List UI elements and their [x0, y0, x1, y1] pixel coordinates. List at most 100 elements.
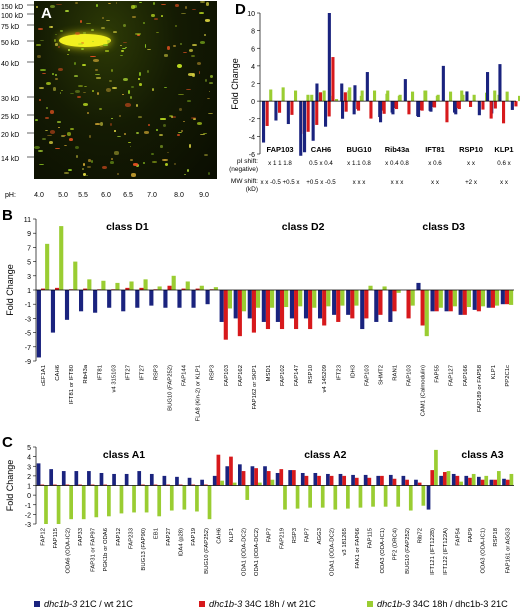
- gel-spot: [178, 131, 182, 134]
- bar: [480, 290, 486, 307]
- bar: [405, 479, 409, 486]
- bar: [69, 289, 74, 290]
- bar: [281, 87, 285, 102]
- ph-prefix: pH:: [5, 192, 16, 199]
- bar: [87, 279, 92, 290]
- gel-spot: [38, 27, 44, 30]
- bar: [119, 485, 124, 514]
- gel-spot: [117, 173, 119, 176]
- gel-spot: [142, 21, 146, 25]
- bar: [124, 473, 129, 486]
- bar: [315, 101, 319, 125]
- bar: [514, 101, 518, 107]
- bar: [153, 289, 158, 290]
- gel-spot: [64, 145, 68, 147]
- category-label: IFT23: [336, 364, 342, 380]
- bar: [406, 290, 411, 319]
- gel-spot: [102, 165, 108, 169]
- category-label: MSD1: [266, 365, 272, 381]
- ytick-label: -3: [25, 316, 31, 323]
- bar: [376, 475, 381, 486]
- gel-spot: [37, 149, 43, 152]
- gel-spot: [187, 100, 192, 102]
- bar: [175, 476, 179, 486]
- gel-spot: [39, 87, 44, 90]
- bar: [304, 475, 309, 486]
- ytick-label: 11: [24, 217, 31, 224]
- gel-spot: [67, 168, 73, 172]
- ph-label: 7.0: [147, 192, 157, 199]
- gel-spot: [142, 161, 145, 165]
- panel-b-chart: B Fold Change -9 -7 -5 -3 -1 1 3 5 7 9 11 cEF1A1 CAH6 I…: [2, 207, 514, 421]
- category-label: IDA4 (p28): [179, 528, 185, 557]
- bar: [371, 485, 375, 507]
- gel-spot: [179, 43, 182, 45]
- bar: [486, 72, 490, 102]
- panel-ylabel: Fold Change: [5, 264, 15, 316]
- bar: [93, 290, 98, 313]
- gel-spot: [67, 53, 69, 56]
- bar: [79, 290, 84, 312]
- panel-c-chart: C Fold Change -3 -2 -1 0 1 2 3 4 5 FAP12 FAP115 ODA6 …: [2, 434, 514, 576]
- category-label: FAP161 or AGG3: [506, 527, 512, 573]
- gel-spot: [34, 146, 40, 150]
- bar: [429, 101, 433, 112]
- bar: [199, 285, 204, 290]
- bar: [225, 466, 230, 486]
- gel-spot: [97, 91, 100, 95]
- gel-spot: [129, 145, 132, 147]
- gel-spot: [153, 1, 156, 5]
- bar: [451, 473, 456, 486]
- bar: [207, 485, 212, 520]
- gel-spot: [107, 40, 111, 43]
- bar: [115, 282, 120, 290]
- bar: [167, 285, 172, 290]
- ytick-label: -1: [25, 302, 31, 309]
- category-label: CAH6: [55, 364, 61, 380]
- bar: [407, 101, 411, 115]
- gel-spot: [183, 51, 188, 54]
- bar: [78, 484, 82, 486]
- bar: [338, 473, 343, 486]
- bar: [472, 290, 477, 310]
- bar: [319, 92, 323, 102]
- gel-spot: [110, 117, 113, 120]
- bar: [238, 464, 242, 486]
- bar: [504, 290, 510, 305]
- bar: [434, 290, 439, 312]
- gel-spot: [82, 173, 87, 176]
- ytick-label: 0: [27, 493, 31, 500]
- gel-spot: [58, 45, 61, 49]
- bar: [434, 449, 438, 486]
- gel-spot: [196, 121, 203, 125]
- gel-spot: [52, 72, 55, 75]
- category-label: BUG10 (FAP252): [168, 365, 174, 411]
- legend: dhc1b-3 21C / wt 21C dhc1b-3 34C 18h / wt…: [34, 599, 508, 609]
- bar: [455, 475, 460, 486]
- bar: [509, 473, 514, 486]
- gel-spot: [143, 131, 150, 134]
- ytick-label: 6: [251, 46, 255, 53]
- ytick-label: -4: [249, 134, 255, 141]
- bar: [178, 484, 183, 486]
- gel-spot: [86, 112, 90, 115]
- gel-spot: [181, 130, 184, 133]
- gel-spot: [48, 140, 54, 145]
- gel-spot: [98, 107, 103, 110]
- bar: [59, 226, 64, 290]
- bar: [125, 287, 130, 290]
- category-label: ODA3 (ODA-IC1): [481, 528, 487, 574]
- bar: [421, 485, 426, 506]
- bar: [49, 469, 54, 486]
- category-label: FAP55: [435, 364, 441, 382]
- gel-spot: [46, 81, 52, 85]
- bar: [139, 287, 144, 290]
- gel-spot: [104, 50, 110, 52]
- bar: [212, 475, 217, 486]
- bar: [518, 95, 520, 102]
- gel-spot: [59, 92, 62, 94]
- gel-spot: [53, 87, 57, 91]
- bar: [388, 474, 393, 486]
- bar: [241, 471, 246, 486]
- gel-spot: [55, 34, 58, 36]
